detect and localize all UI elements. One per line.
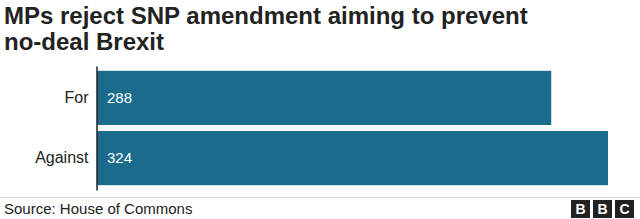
tick-label: Against: [35, 149, 89, 166]
logo: BBC: [571, 200, 634, 218]
title: MPs reject SNP amendment aiming to preve…: [4, 2, 528, 55]
axis-line: [96, 67, 98, 191]
source: Source: House of Commons: [4, 200, 192, 217]
logo-text: BBC: [575, 201, 629, 217]
tick: For: [65, 89, 97, 106]
data-label: 324: [107, 149, 132, 166]
logo-box: [593, 200, 612, 218]
data-label: 288: [107, 89, 132, 106]
tick-label: For: [65, 89, 90, 106]
tick: Against: [35, 149, 96, 166]
bar: [97, 71, 551, 125]
bars: [97, 71, 608, 185]
logo-box: [571, 200, 590, 218]
separator: [0, 197, 640, 198]
chart: MPs reject SNP amendment aiming to preve…: [0, 0, 640, 219]
bar: [97, 131, 608, 185]
y-axis: For Against: [35, 67, 97, 191]
logo-box: [615, 200, 634, 218]
data-labels: 288 324: [107, 89, 132, 166]
